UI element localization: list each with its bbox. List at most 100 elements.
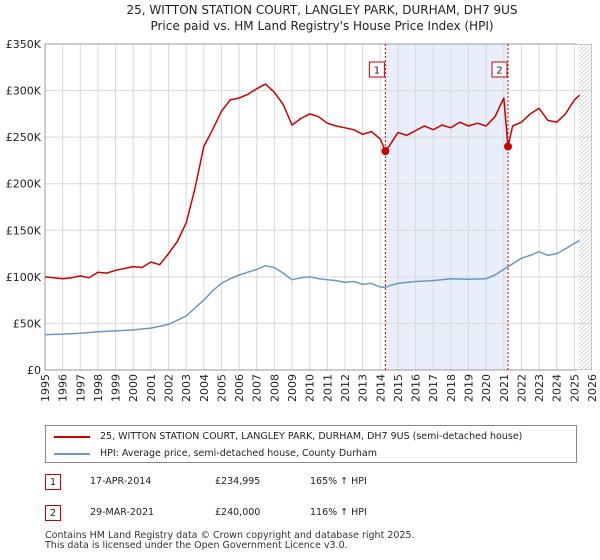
hatch-line [578,254,593,269]
sale-marker-label-2: 2 [496,66,502,77]
hatch-line [578,274,593,289]
sale-number-badge: 1 [45,474,61,490]
y-tick-label: £200K [6,178,42,191]
x-tick-label: 2017 [427,374,440,402]
hatch-line [578,106,593,121]
x-tick-label: 2009 [286,374,299,402]
hatch-line [578,226,593,241]
hatch-line [578,270,593,285]
hatch-line [578,102,593,117]
hatch-line [578,298,593,313]
x-tick-label: 1999 [110,374,123,402]
hatch-line [578,146,593,161]
hatch-line [578,186,593,201]
hatch-mask-top [576,0,600,44]
x-tick-label: 2022 [515,374,528,402]
legend-label-hpi: HPI: Average price, semi-detached house,… [100,448,377,459]
x-tick-label: 1995 [39,374,52,402]
hatch-line [578,218,593,233]
shaded-period [385,44,509,370]
hatch-line [578,342,593,357]
hatch-line [578,286,593,301]
hatch-line [578,114,593,129]
x-tick-label: 2019 [462,374,475,402]
hatch-line [578,98,593,113]
hatch-line [578,134,593,149]
sale-marker-box-2 [491,61,508,78]
hatch-line [578,310,593,325]
x-tick-label: 2015 [392,374,405,402]
hatch-line [578,258,593,273]
hatch-line [578,322,593,337]
hatch-line [578,42,593,57]
hatch-line [578,250,593,265]
hatch-line [578,78,593,93]
hatch-line [578,86,593,101]
hatch-line [578,330,593,345]
hatch-line [578,358,593,373]
y-tick-label: £0 [27,364,41,377]
hatch-line [578,194,593,209]
sale-hpi: 165% ↑ HPI [310,476,367,487]
x-tick-label: 2025 [568,374,581,402]
x-tick-label: 1997 [74,374,87,402]
y-tick-label: £150K [6,224,42,237]
hatch-line [578,54,593,69]
hatch-line [578,110,593,125]
hatch-line [578,74,593,89]
hatch-line [578,198,593,213]
hatch-line [578,302,593,317]
hatch-line [578,142,593,157]
hatch-line [578,230,593,245]
x-tick-label: 2011 [321,374,334,402]
series-group [44,83,581,336]
x-tick-label: 2006 [233,374,246,402]
hatch-line [578,210,593,225]
hatch-line [578,174,593,189]
hatch-line [578,158,593,173]
hatch-line [578,202,593,217]
hatch-line [578,238,593,253]
legend: 25, WITTON STATION COURT, LANGLEY PARK, … [45,425,577,463]
hatch-line [578,154,593,169]
plot-area [45,44,592,370]
x-tick-label: 2024 [551,374,564,402]
hatch-line [578,70,593,85]
footer-line-1: Contains HM Land Registry data © Crown c… [45,530,415,541]
hatch-line [578,118,593,133]
hatch-line [578,334,593,349]
hatch-line [578,314,593,329]
legend-swatch-property [54,435,90,438]
sale-hpi: 116% ↑ HPI [310,507,367,518]
x-tick-label: 2023 [533,374,546,402]
sale-price: £240,000 [215,507,261,518]
sale-dot-1 [381,147,390,156]
property-price-line [44,83,581,280]
x-tick-label: 2016 [410,374,423,402]
hatch-line [578,58,593,73]
x-tick-label: 2002 [163,374,176,402]
hatch-line [578,150,593,165]
hatch-line [578,82,593,97]
hatch-line [578,50,593,65]
future-hatch [576,0,600,425]
hatch-line [578,178,593,193]
hatch-line [578,266,593,281]
sale-price: £234,995 [215,476,261,487]
hatch-line [578,126,593,141]
hatch-line [578,306,593,321]
hatch-line [578,346,593,361]
hatch-line [578,182,593,197]
y-tick-label: £250K [6,131,42,144]
hatch-line [578,282,593,297]
hatch-line [578,170,593,185]
x-tick-label: 1996 [57,374,70,402]
x-tick-label: 2018 [445,374,458,402]
y-tick-label: £50K [13,317,42,330]
legend-item-property: 25, WITTON STATION COURT, LANGLEY PARK, … [54,431,522,442]
hatch-line [578,294,593,309]
x-tick-label: 2003 [180,374,193,402]
x-tick-label: 2000 [127,374,140,402]
